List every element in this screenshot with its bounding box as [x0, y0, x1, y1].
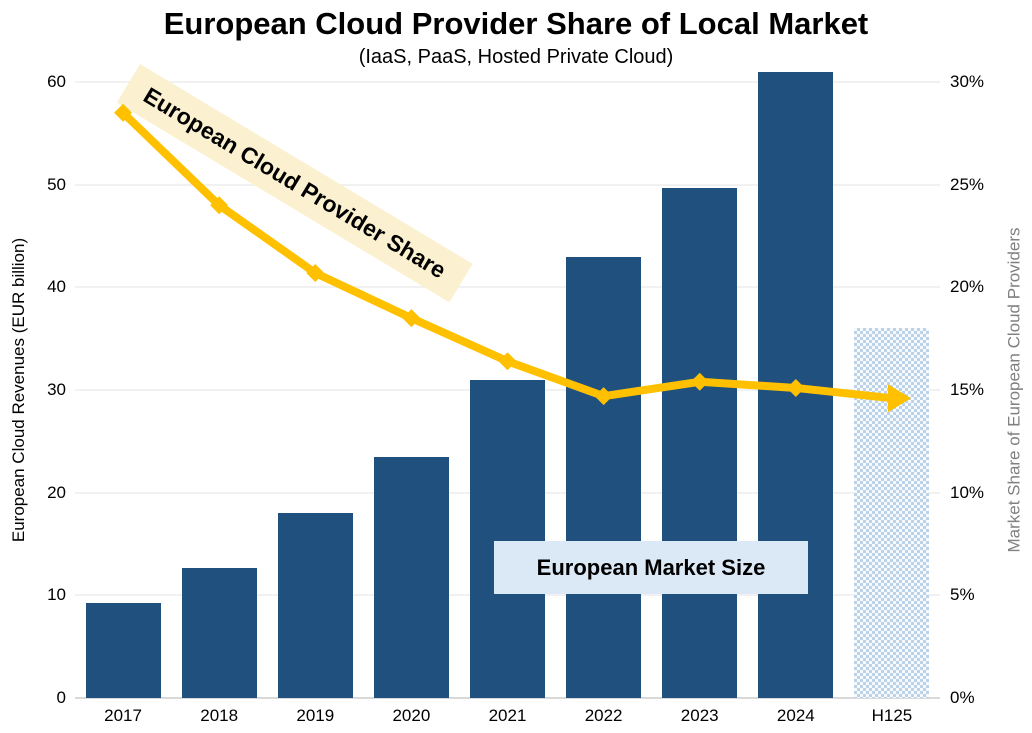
right-tick-15%: 15%: [950, 380, 985, 399]
bar-2020: [373, 456, 449, 698]
x-tick-2018: 2018: [200, 706, 239, 725]
bar-2021: [470, 379, 545, 698]
bar-H125: [854, 328, 930, 698]
x-axis-baseline: [75, 697, 940, 699]
bar-2017: [85, 602, 161, 698]
right-tick-30%: 30%: [950, 72, 985, 91]
left-tick-30: 30: [47, 380, 66, 399]
x-tick-H125: H125: [871, 706, 913, 725]
x-tick-2021: 2021: [488, 706, 527, 725]
bar-2024: [758, 71, 834, 698]
plot-area: [75, 71, 940, 699]
bar-2023: [662, 187, 738, 698]
x-tick-2022: 2022: [584, 706, 623, 725]
bar-2018: [181, 567, 257, 698]
x-tick-2017: 2017: [104, 706, 142, 725]
gridline-60: [75, 81, 940, 83]
right-tick-10%: 10%: [950, 482, 985, 502]
right-tick-20%: 20%: [950, 277, 985, 297]
left-tick-10: 10: [47, 585, 66, 605]
right-tick-25%: 25%: [950, 174, 985, 194]
x-tick-2019: 2019: [296, 706, 335, 725]
chart-subtitle: (IaaS, PaaS, Hosted Private Cloud): [358, 46, 674, 68]
right-tick-5%: 5%: [950, 585, 975, 605]
bar-2022: [566, 256, 642, 698]
left-tick-0: 0: [56, 688, 66, 707]
bar-2019: [277, 513, 353, 698]
x-tick-2020: 2020: [392, 706, 431, 725]
x-tick-2023: 2023: [680, 706, 719, 725]
right-tick-0%: 0%: [950, 688, 975, 707]
left-tick-20: 20: [47, 482, 66, 502]
left-tick-60: 60: [47, 72, 66, 91]
left-tick-40: 40: [47, 277, 66, 297]
left-tick-50: 50: [47, 174, 66, 194]
bar-series-label: European Market Size: [494, 541, 808, 594]
x-tick-2024: 2024: [776, 706, 815, 725]
chart-title: European Cloud Provider Share of Local M…: [163, 6, 869, 41]
